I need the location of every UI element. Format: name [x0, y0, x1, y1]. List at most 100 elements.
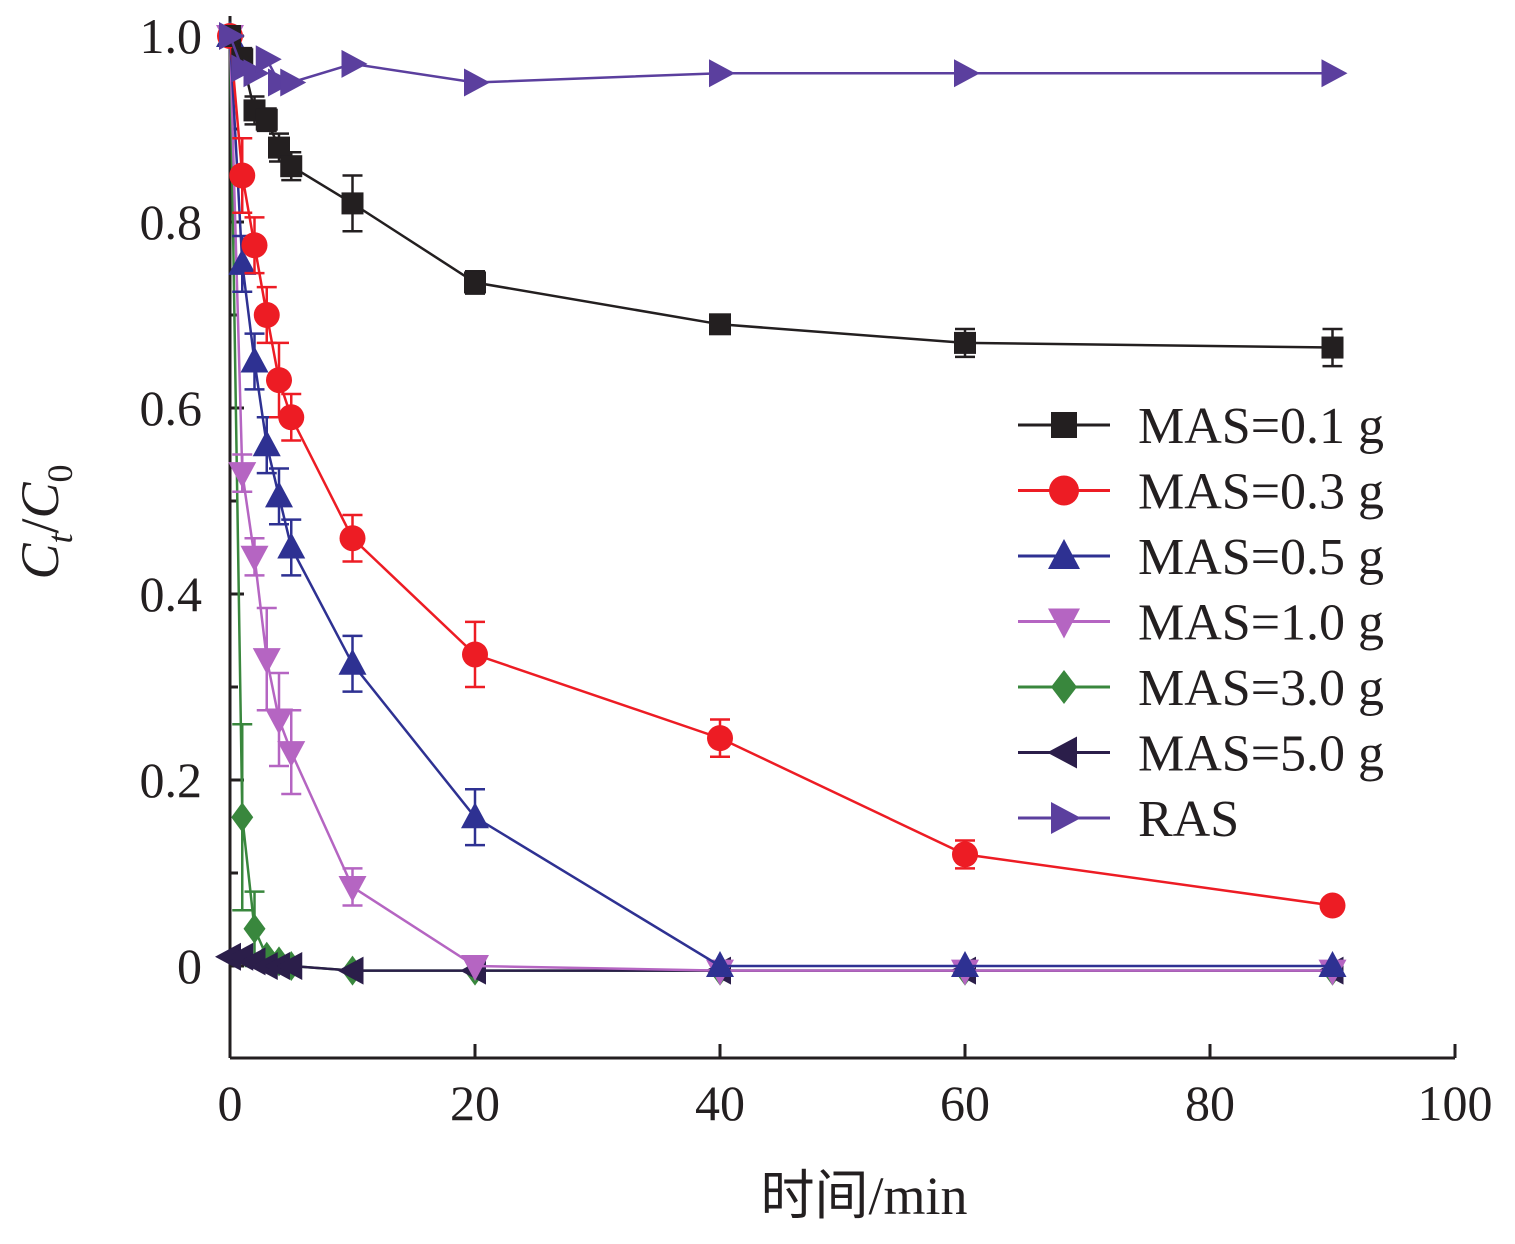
- legend-marker: [1049, 475, 1079, 506]
- data-point: [709, 59, 735, 88]
- legend-label: MAS=1.0 g: [1138, 595, 1384, 652]
- data-point: [268, 136, 290, 159]
- legend-label: MAS=0.3 g: [1138, 464, 1384, 521]
- legend-marker: [1047, 736, 1077, 769]
- x-axis-title: 时间/min: [760, 1166, 967, 1226]
- y-tick-label: 1.0: [140, 8, 203, 64]
- data-point: [240, 346, 269, 373]
- x-tick-label: 100: [1418, 1075, 1493, 1131]
- y-tick-label: 0.8: [140, 194, 203, 250]
- x-tick-label: 80: [1185, 1075, 1235, 1131]
- legend: MAS=0.1 g MAS=0.3 g MAS=0.5 g MAS=1.0 g MAS=…: [1018, 398, 1384, 848]
- y-axis-title: Ct/C0: [10, 464, 80, 579]
- data-point: [265, 708, 293, 735]
- data-point: [954, 59, 980, 88]
- data-point: [706, 951, 734, 977]
- legend-marker: [1048, 539, 1080, 569]
- series-layer: [215, 21, 1348, 986]
- data-point: [954, 331, 976, 354]
- data-point: [339, 525, 366, 552]
- data-point: [240, 545, 269, 572]
- y-tick-label: 0.2: [140, 752, 203, 808]
- data-point: [255, 45, 282, 74]
- data-point: [243, 913, 266, 944]
- legend-label: MAS=5.0 g: [1138, 726, 1384, 783]
- series-2: [217, 23, 1346, 919]
- data-point: [243, 59, 270, 88]
- data-point: [277, 741, 306, 768]
- data-point: [280, 68, 307, 97]
- x-tick-label: 20: [450, 1075, 500, 1131]
- series-line: [228, 35, 1333, 84]
- data-point: [338, 875, 367, 902]
- data-point: [255, 108, 278, 131]
- data-point: [341, 49, 368, 78]
- y-axis-title-sub2: 0: [40, 464, 80, 482]
- legend-item: MAS=0.5 g: [1018, 529, 1384, 586]
- series-6: [215, 942, 1344, 985]
- legend-item: MAS=5.0 g: [1018, 726, 1384, 783]
- data-point: [1318, 951, 1347, 977]
- data-point: [1319, 892, 1346, 919]
- data-point: [338, 648, 367, 675]
- legend-item: RAS: [1018, 791, 1239, 848]
- legend-marker: [1051, 670, 1077, 704]
- data-point: [707, 725, 733, 752]
- series-1: [219, 25, 1344, 368]
- legend-label: MAS=0.1 g: [1138, 398, 1384, 455]
- data-point: [337, 956, 364, 985]
- data-point: [266, 367, 292, 394]
- y-tick-label: 0.6: [140, 380, 203, 436]
- data-point: [253, 302, 280, 328]
- data-point: [952, 841, 978, 868]
- x-tick-label: 40: [695, 1075, 745, 1131]
- data-point: [277, 532, 306, 559]
- data-point: [228, 462, 257, 489]
- data-point: [228, 248, 257, 275]
- data-point: [464, 68, 490, 97]
- series-3: [216, 21, 1347, 977]
- legend-item: MAS=0.3 g: [1018, 464, 1384, 521]
- data-point: [341, 192, 364, 215]
- series-line: [230, 955, 1333, 972]
- y-axis-title-c1: C: [10, 543, 70, 580]
- x-tick-label: 0: [218, 1075, 243, 1131]
- legend-item: MAS=0.1 g: [1018, 398, 1384, 455]
- data-point: [1321, 336, 1344, 359]
- legend-item: MAS=1.0 g: [1018, 595, 1384, 652]
- y-tick-label: 0.4: [140, 566, 203, 622]
- data-point: [462, 641, 488, 668]
- data-point: [252, 648, 281, 675]
- data-point: [278, 404, 305, 431]
- series-line: [228, 35, 1333, 349]
- data-point: [464, 271, 486, 294]
- x-tick-label: 60: [940, 1075, 990, 1131]
- data-point: [229, 162, 256, 189]
- y-axis-title-slash: /: [10, 518, 70, 533]
- data-point: [241, 232, 268, 259]
- data-point: [461, 955, 489, 981]
- legend-label: MAS=3.0 g: [1138, 660, 1384, 717]
- series-7: [219, 22, 1348, 97]
- data-point: [1321, 59, 1348, 88]
- data-point: [252, 430, 281, 457]
- data-point: [219, 22, 245, 50]
- data-point: [265, 481, 293, 508]
- legend-label: RAS: [1138, 791, 1239, 848]
- data-point: [280, 155, 303, 178]
- y-axis-title-sub1: t: [40, 533, 80, 544]
- legend-marker: [1051, 412, 1077, 438]
- legend-marker: [1048, 608, 1080, 639]
- data-point: [276, 952, 303, 980]
- legend-marker: [1051, 802, 1081, 834]
- legend-item: MAS=3.0 g: [1018, 660, 1384, 717]
- legend-label: MAS=0.5 g: [1138, 529, 1384, 586]
- data-point: [709, 313, 731, 336]
- axes: 0 20 40 60 80 100 0 0.2 0.4 0.6 0.8 1.0: [140, 8, 1493, 1131]
- y-tick-label: 0: [177, 938, 202, 994]
- data-point: [461, 802, 489, 829]
- data-point: [951, 951, 979, 977]
- y-axis-title-c2: C: [10, 481, 70, 518]
